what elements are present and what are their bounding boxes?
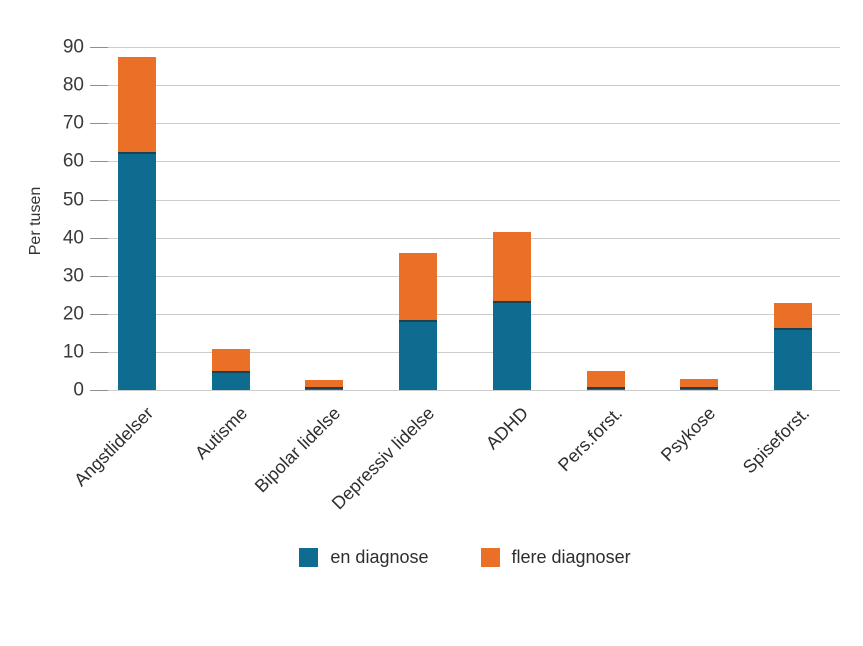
y-tick-label: 40: [62, 227, 84, 249]
y-tick-label: 70: [62, 112, 84, 134]
legend-label-en-diagnose: en diagnose: [330, 547, 429, 567]
y-axis-tick: [90, 237, 108, 239]
y-axis-tick: [90, 123, 108, 125]
bar-segment: [586, 371, 625, 387]
y-axis-tick: [90, 275, 108, 277]
y-axis-tick: [90, 85, 108, 87]
bar-segment: [305, 380, 344, 387]
y-tick-label: 50: [62, 189, 84, 210]
bar-segment: [117, 56, 156, 152]
gridline: [90, 275, 840, 277]
gridline: [90, 237, 840, 239]
legend: en diagnose flere diagnoser: [90, 547, 840, 568]
legend-label-flere-diagnoser: flere diagnoser: [511, 547, 631, 567]
y-axis-tick: [90, 47, 108, 49]
legend-item-en-diagnose: en diagnose: [299, 547, 429, 568]
y-axis-tick: [90, 351, 108, 353]
bar-segment: [305, 386, 344, 390]
x-axis-label: Pers.forst.: [553, 403, 626, 476]
y-tick-label: 80: [62, 74, 84, 96]
x-axis-label: Psykose: [657, 403, 720, 466]
y-axis-tick: [90, 313, 108, 315]
gridline: [90, 199, 840, 201]
x-axis-label: Depressiv lidelse: [327, 403, 439, 514]
bar-segment: [680, 378, 719, 387]
y-axis-tick: [90, 390, 108, 391]
gridline: [90, 47, 840, 49]
bar-segment: [399, 319, 438, 390]
y-axis-tick-labels: 0 10 20 30 40 50 60 70 80 90: [0, 20, 84, 400]
x-axis-label: Angstlidelser: [69, 403, 158, 491]
gridline: [90, 390, 840, 391]
y-tick-label: 0: [73, 379, 84, 401]
bar-segment: [774, 327, 813, 390]
legend-swatch-flere-diagnoser-icon: [480, 548, 500, 567]
bar-segment: [211, 349, 250, 371]
bar-segment: [680, 386, 719, 390]
plot-area: [90, 20, 840, 391]
gridline: [90, 85, 840, 87]
gridline: [90, 351, 840, 353]
bar-segment: [211, 370, 250, 390]
y-tick-label: 30: [62, 265, 84, 287]
gridline: [90, 161, 840, 163]
gridline: [90, 313, 840, 315]
x-axis-label: Spiseforst.: [738, 403, 814, 478]
y-tick-label: 90: [62, 36, 84, 58]
bar-segment: [399, 253, 438, 320]
bar-segment: [492, 232, 531, 301]
bar-segment: [586, 386, 625, 390]
legend-item-flere-diagnoser: flere diagnoser: [480, 547, 631, 568]
legend-swatch-en-diagnose-icon: [299, 548, 319, 567]
x-axis-label: ADHD: [481, 403, 533, 454]
y-axis-tick: [90, 161, 108, 163]
y-tick-label: 10: [62, 341, 84, 363]
bar-segment: [492, 300, 531, 390]
y-tick-label: 20: [62, 303, 84, 325]
y-tick-label: 60: [62, 150, 84, 172]
y-axis-tick: [90, 199, 108, 201]
bar-segment: [774, 302, 813, 328]
bar-segment: [117, 151, 156, 390]
x-axis-label: Bipolar lidelse: [251, 403, 345, 497]
x-axis-label: Autisme: [190, 403, 251, 464]
gridline: [90, 123, 840, 125]
